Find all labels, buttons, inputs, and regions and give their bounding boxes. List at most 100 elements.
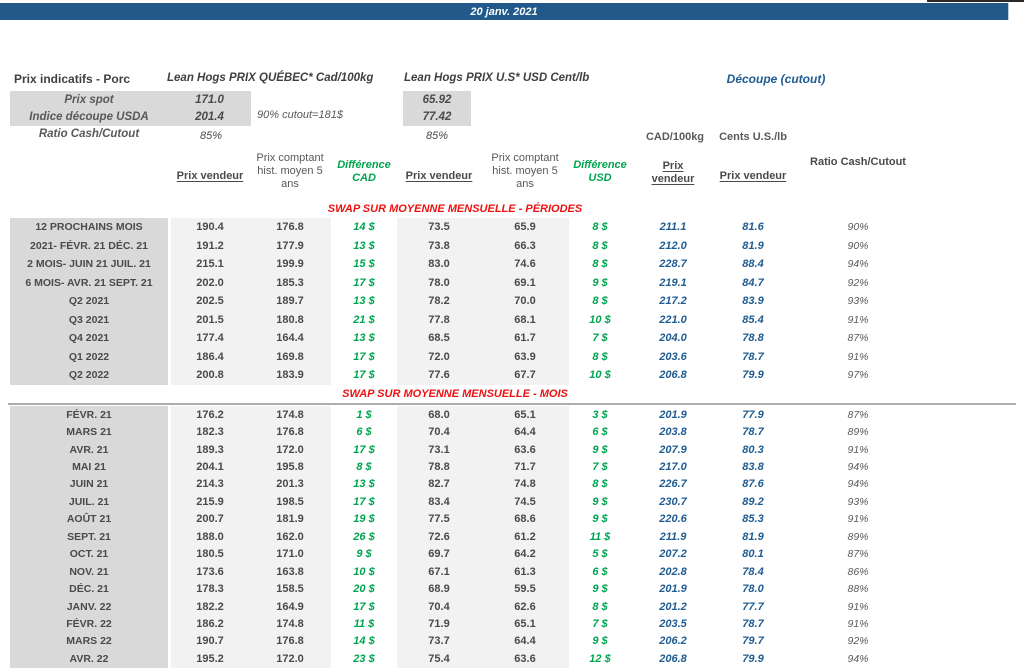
- usd-prix-comptant-cell: 64.4: [481, 423, 569, 441]
- usd-prix-vendeur-cell: 75.4: [397, 650, 481, 668]
- ratio-cash-cutout-label: Ratio Cash/Cutout: [38, 128, 140, 140]
- cutout-cad-cell: 206.8: [659, 369, 687, 382]
- cad-prix-comptant-cell: 177.9: [249, 236, 331, 255]
- difference-cad-cell: 8 $: [356, 461, 372, 474]
- mois-rows: FÉVR. 21 176.2 174.8 1 $68.0 65.1 3 $201.9 77.…: [0, 406, 925, 668]
- table-row: 2021- FÉVR. 21 DÉC. 21 191.2 177.9 13 $ 73.8…: [0, 236, 925, 255]
- row-label: 6 MOIS- AVR. 21 SEPT. 21: [10, 273, 168, 292]
- table-row: 6 MOIS- AVR. 21 SEPT. 21 202.0 185.3 17 $ 78…: [0, 273, 925, 292]
- col-header-ratio-cash-cutout: Ratio Cash/Cutout: [810, 156, 906, 168]
- usd-prix-vendeur-cell: 83.4: [397, 493, 481, 511]
- usd-prix-comptant-cell: 62.6: [481, 597, 569, 616]
- table-row: AOÛT 21 200.7 181.9 19 $ 77.5 68.6 9 $ 220.6 85.…: [0, 510, 925, 529]
- usd-prix-vendeur-cell: 70.4: [397, 423, 481, 441]
- cutout-usd-cell: 81.9: [742, 239, 764, 252]
- usd-prix-vendeur-cell: 67.1: [397, 562, 481, 581]
- date-banner: 20 janv. 2021: [0, 3, 1009, 20]
- cutout-cad-cell: 217.0: [659, 461, 687, 474]
- cad-prix-vendeur-cell: 214.3: [171, 475, 249, 494]
- difference-usd-cell: 8 $: [592, 221, 608, 234]
- cad-prix-comptant-cell: 185.3: [249, 273, 331, 292]
- cutout-usd-cell: 87.6: [742, 478, 764, 491]
- usd-prix-comptant-cell: 65.1: [481, 615, 569, 633]
- difference-usd-cell: 6 $: [592, 565, 608, 578]
- cad-prix-vendeur-cell: 186.4: [171, 347, 249, 366]
- report-date: 20 janv. 2021: [470, 5, 538, 18]
- difference-cad-cell: 13 $: [353, 332, 375, 345]
- usd-prix-comptant-cell: 63.6: [481, 650, 569, 668]
- us-price-header: Lean Hogs PRIX U.S* USD Cent/lb: [404, 72, 590, 84]
- cad-prix-comptant-cell: 198.5: [249, 493, 331, 511]
- cad-prix-comptant-cell: 176.8: [249, 218, 331, 237]
- difference-cad-cell: 19 $: [353, 513, 375, 526]
- cad-prix-vendeur-cell: 190.7: [171, 632, 249, 651]
- table-row: Q2 2021 202.5 189.7 13 $ 78.2 70.0 8 $ 217.2 83.…: [0, 292, 925, 311]
- row-label: MAI 21: [10, 458, 168, 476]
- row-label: AVR. 22: [10, 650, 168, 668]
- section-title-periodes: SWAP SUR MOYENNE MENSUELLE - PÉRIODES: [327, 203, 583, 215]
- col-header-difference-cad: Différence CAD: [337, 159, 391, 184]
- ratio-cash-cutout-cell: 91%: [847, 617, 869, 630]
- difference-usd-cell: 7 $: [592, 461, 608, 474]
- cad-prix-vendeur-cell: 202.5: [171, 292, 249, 311]
- cutout-usd-cell: 84.7: [742, 276, 764, 289]
- difference-usd-cell: 10 $: [589, 369, 611, 382]
- table-row: Q3 2021 201.5 180.8 21 $ 77.8 68.1 10 $ 221.0 85…: [0, 310, 925, 329]
- difference-usd-cell: 9 $: [592, 635, 608, 648]
- table-row: 2 MOIS- JUIN 21 JUIL. 21 215.1 199.9 15 $ 83…: [0, 255, 925, 274]
- section-title-mois: SWAP SUR MOYENNE MENSUELLE - MOIS: [342, 388, 568, 400]
- usd-prix-vendeur-cell: 78.0: [397, 273, 481, 292]
- difference-usd-cell: 5 $: [592, 548, 608, 561]
- difference-cad-cell: 17 $: [353, 495, 375, 508]
- row-label: JUIN 21: [10, 475, 168, 494]
- usd-prix-vendeur-cell: 77.5: [397, 510, 481, 529]
- difference-cad-cell: 17 $: [353, 276, 375, 289]
- row-label: AOÛT 21: [10, 510, 168, 529]
- cutout-usd-cell: 79.9: [742, 369, 764, 382]
- row-label: Q2 2022: [10, 366, 168, 385]
- cutout-cad-cell: 203.5: [659, 617, 687, 630]
- table-row: JUIN 21 214.3 201.3 13 $ 82.7 74.8 8 $ 226.7 87.…: [0, 475, 925, 494]
- ratio-cash-cutout-cell: 88%: [847, 583, 869, 596]
- cutout-cad-cell: 211.1: [659, 221, 687, 234]
- usd-prix-comptant-cell: 69.1: [481, 273, 569, 292]
- cutout-cad-cell: 202.8: [659, 565, 687, 578]
- difference-cad-cell: 11 $: [353, 617, 375, 630]
- usd-prix-comptant-cell: 65.9: [481, 218, 569, 237]
- usd-prix-comptant-cell: 61.2: [481, 528, 569, 546]
- cutout-cad-cell: 206.8: [659, 652, 687, 665]
- top-edge-rule: [927, 0, 1024, 2]
- cutout-usd-cell: 85.4: [742, 313, 764, 326]
- cutout-cad-cell: 203.6: [659, 350, 687, 363]
- row-label: FÉVR. 21: [10, 406, 168, 424]
- col-header-prix-comptant-cad: Prix comptant hist. moyen 5 ans: [256, 152, 324, 190]
- cad-prix-vendeur-cell: 215.1: [171, 255, 249, 274]
- cutout-usd-cell: 77.7: [742, 600, 764, 613]
- difference-usd-cell: 9 $: [592, 583, 608, 596]
- cutout-cad-cell: 228.7: [659, 258, 687, 271]
- difference-cad-cell: 9 $: [356, 548, 372, 561]
- ratio-cash-cutout-cell: 94%: [847, 652, 869, 665]
- ratio-cash-cutout-cell: 87%: [847, 408, 869, 421]
- usd-prix-vendeur-cell: 73.8: [397, 236, 481, 255]
- row-label: Q1 2022: [10, 347, 168, 366]
- ratio-cash-cutout-cell: 89%: [847, 530, 869, 543]
- spot-row: Prix spot 171.0: [10, 91, 251, 109]
- row-label: MARS 22: [10, 632, 168, 651]
- usda-label: Indice découpe USDA: [29, 111, 149, 124]
- difference-usd-cell: 8 $: [592, 478, 608, 491]
- row-label: DÉC. 21: [10, 580, 168, 598]
- cad-prix-vendeur-cell: 195.2: [171, 650, 249, 668]
- section-divider: [8, 403, 1016, 405]
- ratio-cash-cutout-cell: 90%: [847, 221, 869, 234]
- cutout-usd-cell: 80.1: [742, 548, 764, 561]
- difference-cad-cell: 21 $: [353, 313, 375, 326]
- cutout-note: 90% cutout=181$: [257, 109, 343, 121]
- difference-cad-cell: 1 $: [356, 408, 372, 421]
- ratio-cash-cutout-cell: 93%: [847, 495, 869, 508]
- cad-prix-comptant-cell: 199.9: [249, 255, 331, 274]
- cad-prix-comptant-cell: 176.8: [249, 423, 331, 441]
- cutout-usd-cell: 89.2: [742, 495, 764, 508]
- difference-usd-cell: 9 $: [592, 276, 608, 289]
- usd-prix-vendeur-cell: 77.8: [397, 310, 481, 329]
